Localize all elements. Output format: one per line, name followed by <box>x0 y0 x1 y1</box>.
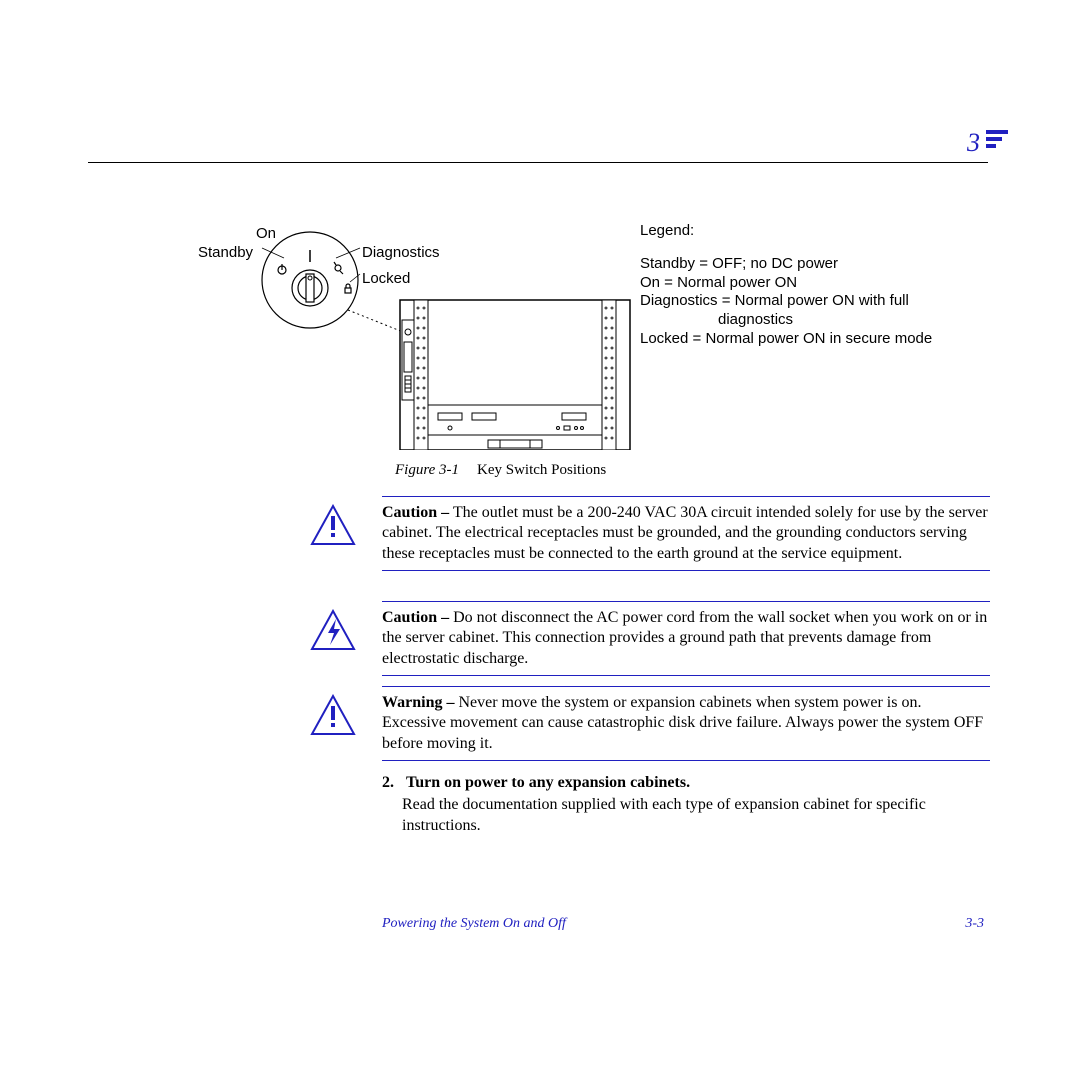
header-rule <box>88 162 988 163</box>
figure-caption-text: Key Switch Positions <box>477 462 606 478</box>
label-on: On <box>256 225 276 242</box>
footer-title: Powering the System On and Off <box>382 916 566 932</box>
chapter-icon <box>986 130 1008 152</box>
label-locked: Locked <box>362 270 410 287</box>
admonition-caution-1: Caution – The outlet must be a 200-240 V… <box>310 496 990 571</box>
step-2: 2. Turn on power to any expansion cabine… <box>382 772 982 837</box>
caution1-body: The outlet must be a 200-240 VAC 30A cir… <box>382 504 988 562</box>
chapter-number: 3 <box>967 128 980 158</box>
legend-standby: Standby = OFF; no DC power <box>640 255 1000 274</box>
admonition-caution-2: Caution – Do not disconnect the AC power… <box>310 601 990 676</box>
step-title: Turn on power to any expansion cabinets. <box>406 774 690 791</box>
figure-caption: Figure 3-1 Key Switch Positions <box>395 462 606 479</box>
legend-locked: Locked = Normal power ON in secure mode <box>640 330 1000 349</box>
legend-diag1: Diagnostics = Normal power ON with full <box>640 292 1000 311</box>
legend-diag2: diagnostics <box>640 311 1000 330</box>
step-body: Read the documentation supplied with eac… <box>402 794 982 837</box>
electrical-caution-icon <box>310 609 356 651</box>
caution1-label: Caution – <box>382 504 449 521</box>
warning-body: Never move the system or expansion cabin… <box>382 694 983 752</box>
footer-page: 3-3 <box>965 916 984 932</box>
caution-icon <box>310 504 356 546</box>
label-diagnostics: Diagnostics <box>362 244 440 261</box>
legend-title: Legend: <box>640 222 1000 241</box>
warning-icon <box>310 694 356 736</box>
legend-on: On = Normal power ON <box>640 274 1000 293</box>
warning-label: Warning – <box>382 694 454 711</box>
step-number: 2. <box>382 774 394 791</box>
page-footer: Powering the System On and Off 3-3 <box>382 916 984 932</box>
figure-legend: Legend: Standby = OFF; no DC power On = … <box>640 222 1000 349</box>
figure-caption-num: Figure 3-1 <box>395 462 459 478</box>
label-standby: Standby <box>198 244 253 261</box>
admonition-warning: Warning – Never move the system or expan… <box>310 686 990 761</box>
caution2-label: Caution – <box>382 609 449 626</box>
caution2-body: Do not disconnect the AC power cord from… <box>382 609 987 667</box>
